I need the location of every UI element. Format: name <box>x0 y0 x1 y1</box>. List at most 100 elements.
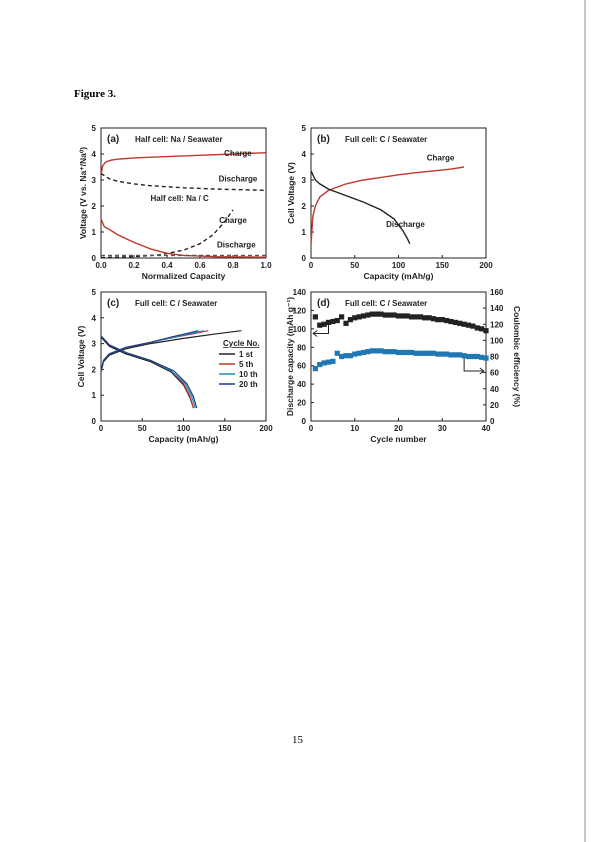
y-tick-label: 4 <box>92 150 97 159</box>
x-tick-label: 200 <box>259 424 273 433</box>
capacity-point <box>391 312 397 318</box>
efficiency-point <box>317 361 323 368</box>
x-tick-label: 150 <box>436 261 450 270</box>
series-line-b-1 <box>310 170 411 245</box>
efficiency-point <box>378 348 384 354</box>
x-tick-label: 0.4 <box>161 261 173 270</box>
capacity-point <box>439 317 445 323</box>
page-number: 15 <box>292 734 303 746</box>
efficiency-point <box>413 350 419 356</box>
capacity-point <box>321 321 327 327</box>
capacity-point <box>483 328 489 334</box>
y-tick-label: 3 <box>92 176 97 185</box>
capacity-point <box>352 315 358 321</box>
efficiency-point <box>312 365 318 372</box>
capacity-point <box>382 312 388 318</box>
y-tick-label: 20 <box>297 399 306 408</box>
y-right-tick-label: 100 <box>490 336 504 345</box>
y-tick-label: 4 <box>92 314 97 323</box>
capacity-point <box>360 313 367 319</box>
x-tick-label: 40 <box>482 424 491 433</box>
efficiency-point <box>391 349 397 355</box>
series-discharge-c-1 <box>100 335 194 409</box>
y-tick-label: 5 <box>92 124 97 133</box>
legend-title: Cycle No. <box>223 339 259 348</box>
capacity-point <box>317 322 323 328</box>
y-right-tick-label: 140 <box>490 304 504 313</box>
y-right-tick-label: 0 <box>490 417 495 426</box>
panel-c-axes: 0 50 100 150 200 0 1 2 3 4 5 Capacity (mAh/g) Cell V… <box>76 288 273 444</box>
y-tick-label: 100 <box>293 325 307 334</box>
series-charge-c-0 <box>100 330 242 373</box>
capacity-point <box>457 320 463 326</box>
x-axis-title: Capacity (mAh/g) <box>149 434 219 444</box>
y-tick-label: 2 <box>302 202 307 211</box>
capacity-point <box>339 314 345 320</box>
y-axis-title: Discharge capacity (mAh g⁻¹) <box>285 297 295 416</box>
efficiency-point <box>479 354 485 360</box>
capacity-point <box>426 315 432 321</box>
panel-label: (a) <box>107 134 119 145</box>
x-tick-label: 30 <box>438 424 447 433</box>
capacity-point <box>334 317 340 324</box>
capacity-point <box>435 317 441 323</box>
x-tick-label: 50 <box>138 424 147 433</box>
x-tick-label: 0.0 <box>95 261 107 270</box>
efficiency-point <box>448 352 454 358</box>
legend-entry: 20 th <box>239 380 258 389</box>
x-axis-title: Normalized Capacity <box>142 271 226 281</box>
panel-annotation: Half cell: Na / Seawater <box>135 135 223 144</box>
figure-label: Figure 3. <box>74 88 116 100</box>
y-tick-label: 2 <box>92 202 97 211</box>
efficiency-point <box>325 359 332 365</box>
y-tick-label: 0 <box>302 417 307 426</box>
y-right-tick-label: 40 <box>490 385 499 394</box>
panel-annotation: Full cell: C / Seawater <box>135 299 217 308</box>
right-axis-arrow <box>463 358 484 372</box>
efficiency-point <box>430 350 437 356</box>
capacity-point <box>365 312 371 318</box>
efficiency-point <box>400 349 406 356</box>
y-tick-label: 60 <box>297 362 306 371</box>
panel-label: (d) <box>317 298 330 309</box>
y-right-tick-label: 80 <box>490 353 499 362</box>
x-tick-label: 100 <box>177 424 191 433</box>
capacity-point <box>479 326 485 332</box>
capacity-point <box>343 320 349 326</box>
capacity-point <box>409 314 415 320</box>
efficiency-point <box>426 350 432 356</box>
capacity-point <box>400 313 406 319</box>
capacity-point <box>465 322 472 328</box>
capacity-point <box>417 314 423 320</box>
curve-label: Discharge <box>386 220 425 229</box>
panel-a-frame <box>100 127 267 259</box>
capacity-point <box>356 314 362 320</box>
x-tick-label: 1.0 <box>260 261 272 270</box>
efficiency-point <box>374 348 380 354</box>
x-tick-label: 0.2 <box>128 261 140 270</box>
efficiency-point <box>465 353 472 360</box>
y-tick-label: 80 <box>297 343 306 352</box>
x-tick-label: 0 <box>99 424 104 433</box>
capacity-point <box>378 311 384 317</box>
y-right-tick-label: 160 <box>490 288 504 297</box>
panel-b-axes: 0 50 100 150 200 0 1 2 3 4 5 Capacity (mAh/g) Cell V… <box>286 124 493 281</box>
x-tick-label: 200 <box>479 261 493 270</box>
curve-label: Charge <box>219 216 247 225</box>
series-discharge-c-3 <box>100 335 198 409</box>
curve-label: Discharge <box>217 241 256 250</box>
x-tick-label: 0.6 <box>194 261 206 270</box>
efficiency-point <box>395 349 402 356</box>
left-axis-arrowhead <box>312 330 318 337</box>
x-tick-label: 0 <box>309 424 314 433</box>
x-tick-label: 0 <box>309 261 314 270</box>
capacity-point <box>448 318 454 325</box>
series-line-a-2 <box>100 209 234 259</box>
panel-d-axes: 0 10 20 30 400204060801001201400204060801001… <box>285 288 522 444</box>
x-axis-title: Cycle number <box>370 434 427 444</box>
efficiency-point <box>382 349 388 355</box>
efficiency-point <box>422 350 428 356</box>
efficiency-point <box>352 351 358 357</box>
y-tick-label: 2 <box>92 365 97 374</box>
